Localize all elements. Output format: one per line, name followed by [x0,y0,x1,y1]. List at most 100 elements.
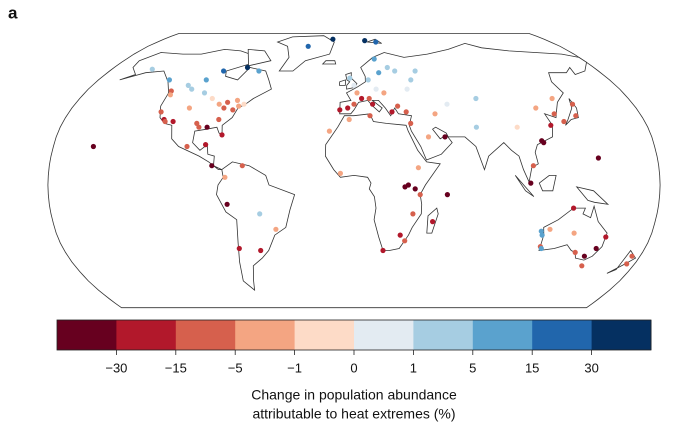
point [256,68,262,74]
point [236,245,242,252]
point [384,64,390,71]
point [167,92,173,98]
point [624,261,630,267]
point [366,95,372,102]
point [219,132,225,138]
point [473,95,479,102]
point [376,70,382,76]
point [432,111,438,117]
point [442,134,448,140]
land [276,35,335,72]
point [538,245,544,252]
point [365,77,371,83]
point [473,124,479,130]
point [514,124,520,130]
point [204,124,210,130]
point [410,211,416,217]
land [538,175,557,192]
land [606,249,637,274]
point [209,163,215,169]
point [381,90,387,96]
point [216,101,222,107]
point [194,120,200,126]
colorbar-bin [116,320,177,350]
point [573,113,579,119]
point [405,182,411,188]
point [549,95,555,102]
point [185,82,191,88]
point [326,128,332,134]
point [90,143,96,150]
point [345,105,351,111]
point [533,105,539,111]
point [572,249,578,255]
land [216,161,296,292]
point [203,142,209,148]
colorbar-bin [294,320,355,350]
point [257,211,263,217]
point [221,105,227,111]
point [351,101,357,107]
point [404,86,410,92]
point [548,122,554,128]
point [373,39,379,45]
point [225,99,231,105]
land [119,48,272,170]
land [247,48,272,67]
colorbar-tick-label: −30 [105,360,127,375]
point [196,124,202,130]
point [236,103,242,109]
colorbar-bin [235,320,296,350]
colorbar-bin [354,320,414,350]
point [337,170,343,176]
point [603,234,609,240]
colorbar-tick-label: 5 [469,360,476,375]
point [595,155,602,161]
point [221,68,227,74]
point [330,36,336,42]
colorbar-label: Change in population abundance [251,387,457,403]
point [444,101,450,107]
point [530,163,537,169]
point [412,186,418,192]
land [324,113,441,251]
colorbar-tick-label: 0 [350,360,357,375]
point [593,245,599,252]
point [162,118,168,125]
point [395,103,401,109]
point [158,109,164,115]
point [528,180,534,186]
point [371,56,377,62]
point [415,165,421,171]
point [539,138,545,144]
point [189,86,195,92]
point [244,64,251,71]
point [389,109,395,115]
point [403,109,409,115]
point [417,192,423,198]
point [305,43,311,49]
point [551,111,557,117]
point [425,134,432,140]
colorbar-bin [472,320,533,350]
point [239,163,245,169]
point [362,38,368,44]
point [351,82,357,88]
point [347,75,353,81]
point [430,219,436,225]
point [367,113,373,119]
colorbar-tick-label: −1 [287,360,302,375]
point [571,205,577,211]
point [273,226,279,232]
point [412,68,418,74]
colorbar-bin [413,320,474,350]
point [373,86,379,92]
point [222,174,228,180]
point [547,226,553,232]
point [170,118,176,125]
point [186,105,192,111]
point [581,253,588,259]
point [629,253,635,259]
point [408,77,414,83]
